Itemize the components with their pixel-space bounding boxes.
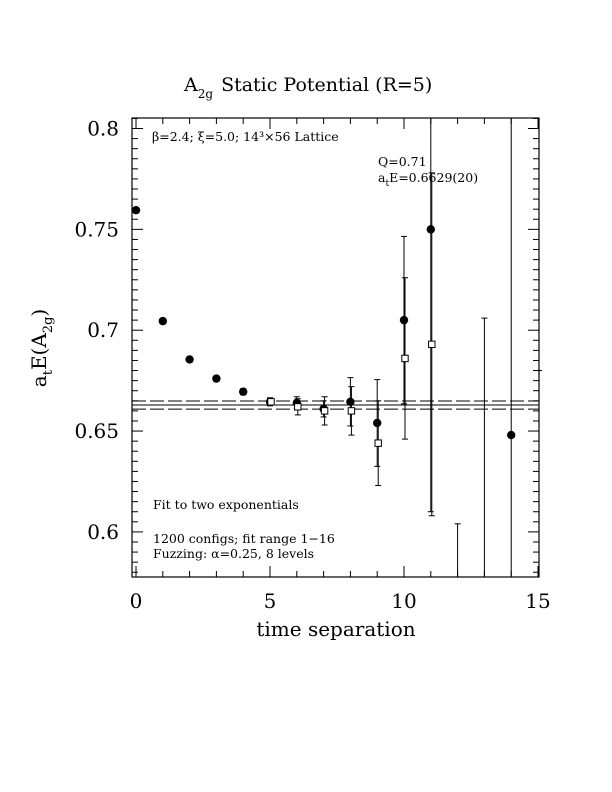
point-open-square (347, 407, 356, 415)
axis-tick-labels: 0 5 10 15 0.6 0.65 0.7 0.75 0.8 (74, 117, 550, 614)
chart-title-rest: Static Potential (R=5) (221, 74, 432, 96)
annotation-fit-energy-sub: t (385, 179, 389, 189)
point-filled-circle (185, 355, 194, 364)
point-open-square (294, 403, 302, 411)
x-axis-label: time separation (256, 617, 415, 641)
point-filled-circle (212, 374, 221, 383)
annotation-fit-energy: atE=0.6629(20) (378, 170, 478, 189)
annotation-q: Q=0.71 (378, 154, 427, 169)
annotation-fuzzing: Fuzzing: α=0.25, 8 levels (153, 546, 314, 561)
chart-title-sub: 2g (198, 87, 214, 101)
point-open-square (267, 398, 275, 406)
annotation-fit-energy-rest: E=0.6629(20) (389, 170, 478, 185)
point-open-square (401, 354, 409, 363)
y-axis-label: atE(A2g) (27, 309, 56, 387)
y-tick-label: 0.8 (87, 117, 119, 141)
y-tick-label: 0.7 (87, 318, 119, 342)
annotation-lattice: β=2.4; ξ=5.0; 14³×56 Lattice (152, 129, 339, 144)
annotation-fit-energy-a: a (378, 170, 386, 185)
data-marks (131, 118, 542, 577)
chart-title: A2g Static Potential (R=5) (183, 74, 432, 101)
annotation-method: Fit to two exponentials (153, 497, 299, 512)
point-open-square (374, 439, 382, 447)
y-axis-label-a-sub: t (41, 369, 56, 375)
point-filled-circle (158, 316, 167, 326)
x-tick-label: 5 (264, 589, 277, 613)
point-open-square (320, 407, 329, 415)
x-tick-label: 15 (525, 589, 550, 613)
y-tick-label: 0.6 (87, 520, 119, 544)
point-filled-circle (426, 225, 435, 234)
point-filled-circle (131, 205, 141, 215)
point-filled-circle (239, 387, 248, 396)
y-tick-label: 0.75 (74, 217, 119, 241)
point-filled-circle (373, 418, 382, 428)
fit-band (132, 400, 539, 410)
y-axis-label-sub: 2g (41, 317, 56, 334)
y-axis-label-close: ) (27, 309, 51, 317)
x-tick-label: 0 (130, 589, 143, 613)
point-open-square (428, 340, 436, 349)
y-axis-label-mid: E(A (27, 333, 51, 370)
y-axis-label-a: a (27, 375, 51, 387)
point-filled-circle (507, 430, 516, 440)
chart-title-main: A (183, 74, 198, 96)
plot-frame (131, 117, 540, 578)
axis-ticks (132, 117, 539, 577)
point-filled-circle (399, 315, 409, 325)
annotation-configs: 1200 configs; fit range 1−16 (153, 531, 335, 546)
point-filled-circle (346, 397, 355, 407)
y-tick-label: 0.65 (74, 419, 119, 443)
x-tick-label: 10 (391, 589, 416, 613)
